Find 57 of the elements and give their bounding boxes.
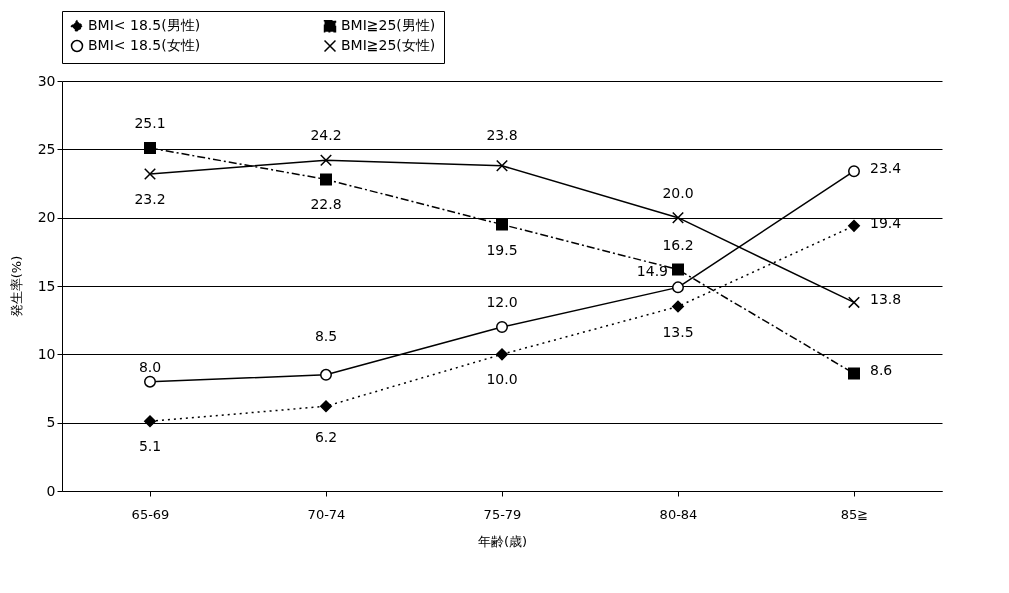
x-tick-label: 70-74 [307,506,346,522]
data-label: 19.5 [486,241,518,258]
point [672,211,684,224]
y-axis-title: 発生率(%) [8,255,24,318]
legend-label: BMI≧25(女性) [341,37,436,53]
y-tick-label: 25 [37,140,56,157]
data-label: 10.0 [486,371,518,388]
data-label: 8.0 [138,358,162,375]
point [848,296,860,309]
x-axis-title: 年齢(歳) [477,533,528,549]
point [144,375,156,388]
point [496,348,508,361]
data-label: 23.4 [870,160,902,177]
point [672,300,684,313]
y-tick-label: 15 [37,277,56,294]
data-label: 23.2 [134,190,166,207]
y-tick-label: 30 [37,72,56,89]
point [320,400,332,413]
x-tick-label: 80-84 [659,506,698,522]
data-label: 8.5 [314,327,338,344]
data-label: 16.2 [662,236,694,253]
point [496,321,508,333]
data-label: 8.6 [870,362,893,379]
legend-label: BMI< 18.5(女性) [88,37,201,53]
point [144,167,156,180]
data-label: 20.0 [662,184,694,201]
point [320,173,332,186]
data-label: 13.8 [870,291,902,308]
y-tick-label: 10 [37,345,56,362]
data-label: 23.8 [486,126,518,143]
y-tick-label: 0 [46,482,56,499]
data-label: 25.1 [134,114,166,131]
point [144,141,156,154]
y-tick-label: 20 [37,209,56,226]
point [144,415,156,428]
point [848,367,860,380]
point [848,165,860,178]
data-label: 5.1 [138,438,162,455]
point [496,159,508,172]
point [848,219,860,232]
data-label: 6.2 [314,429,338,446]
data-label: 13.5 [662,323,694,340]
point [672,263,684,276]
x-tick-label: 65-69 [131,506,170,522]
data-label: 22.8 [310,196,342,213]
data-label: 14.9 [636,263,668,280]
x-tick-label: 75-79 [483,506,522,522]
point [672,281,684,294]
data-label: 24.2 [310,127,342,144]
point [496,218,508,231]
y-tick-label: 5 [46,414,56,431]
x-tick-label: 85≧ [840,506,869,522]
legend-label: BMI≧25(男性) [341,17,436,34]
data-label: 12.0 [486,294,518,310]
point [320,154,332,167]
point [320,368,332,381]
legend-label: BMI< 18.5(男性) [88,17,201,34]
